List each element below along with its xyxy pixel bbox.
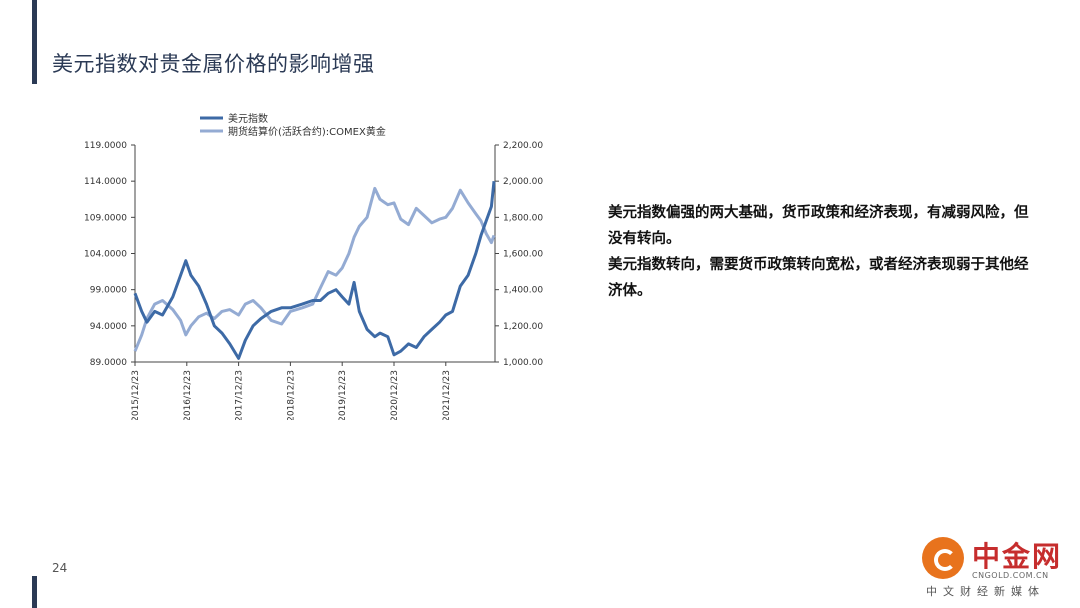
right-tick-label: 1,000.00 xyxy=(503,358,543,368)
right-tick-label: 1,600.00 xyxy=(503,250,543,260)
right-tick-label: 1,800.00 xyxy=(503,213,543,223)
left-tick-label: 109.0000 xyxy=(84,213,127,223)
x-tick-label: 2017/12/23 xyxy=(235,370,245,420)
logo-emblem-icon xyxy=(922,537,964,579)
left-tick-label: 99.0000 xyxy=(90,286,127,296)
logo-url: CNGOLD.COM.CN xyxy=(972,571,1049,580)
logo-tagline: 中文财经新媒体 xyxy=(926,585,1045,598)
left-tick-label: 114.0000 xyxy=(84,177,127,187)
analysis-paragraph-2: 美元指数转向，需要货币政策转向宽松，或者经济表现弱于其他经济体。 xyxy=(608,257,1029,299)
page-title: 美元指数对贵金属价格的影响增强 xyxy=(52,52,375,76)
footer-accent-bar xyxy=(32,576,37,608)
analysis-paragraph-1: 美元指数偏强的两大基础，货币政策和经济表现，有减弱风险，但没有转向。 xyxy=(608,205,1029,247)
legend-label: 期货结算价(活跃合约):COMEX黄金 xyxy=(228,125,386,138)
x-tick-label: 2019/12/23 xyxy=(338,370,348,420)
x-tick-label: 2020/12/23 xyxy=(390,370,400,420)
analysis-text: 美元指数偏强的两大基础，货币政策和经济表现，有减弱风险，但没有转向。 美元指数转… xyxy=(608,200,1038,304)
cngold-logo: 中金网 CNGOLD.COM.CN 中文财经新媒体 xyxy=(920,535,1070,600)
right-tick-label: 2,000.00 xyxy=(503,177,543,187)
title-accent-bar xyxy=(32,0,37,84)
x-tick-label: 2016/12/23 xyxy=(183,370,193,420)
right-tick-label: 2,200.00 xyxy=(503,141,543,151)
usd-index-line xyxy=(133,181,496,360)
left-tick-label: 104.0000 xyxy=(84,250,127,260)
gold-price-line xyxy=(133,186,496,352)
right-tick-label: 1,400.00 xyxy=(503,286,543,296)
x-tick-label: 2015/12/23 xyxy=(131,370,141,420)
chart-canvas: 89.0000 94.0000 99.0000 104.0000 109.0000 114… xyxy=(84,112,543,422)
logo-name: 中金网 xyxy=(972,540,1063,573)
x-tick-label: 2021/12/23 xyxy=(442,370,452,420)
left-tick-label: 94.0000 xyxy=(90,322,127,332)
left-tick-label: 89.0000 xyxy=(90,358,127,368)
usd-gold-chart: 89.0000 94.0000 99.0000 104.0000 109.0000 114… xyxy=(80,110,560,422)
legend-label: 美元指数 xyxy=(228,112,268,125)
right-tick-label: 1,200.00 xyxy=(503,322,543,332)
left-tick-label: 119.0000 xyxy=(84,141,127,151)
page-number: 24 xyxy=(52,561,68,575)
x-tick-label: 2018/12/23 xyxy=(286,370,296,420)
